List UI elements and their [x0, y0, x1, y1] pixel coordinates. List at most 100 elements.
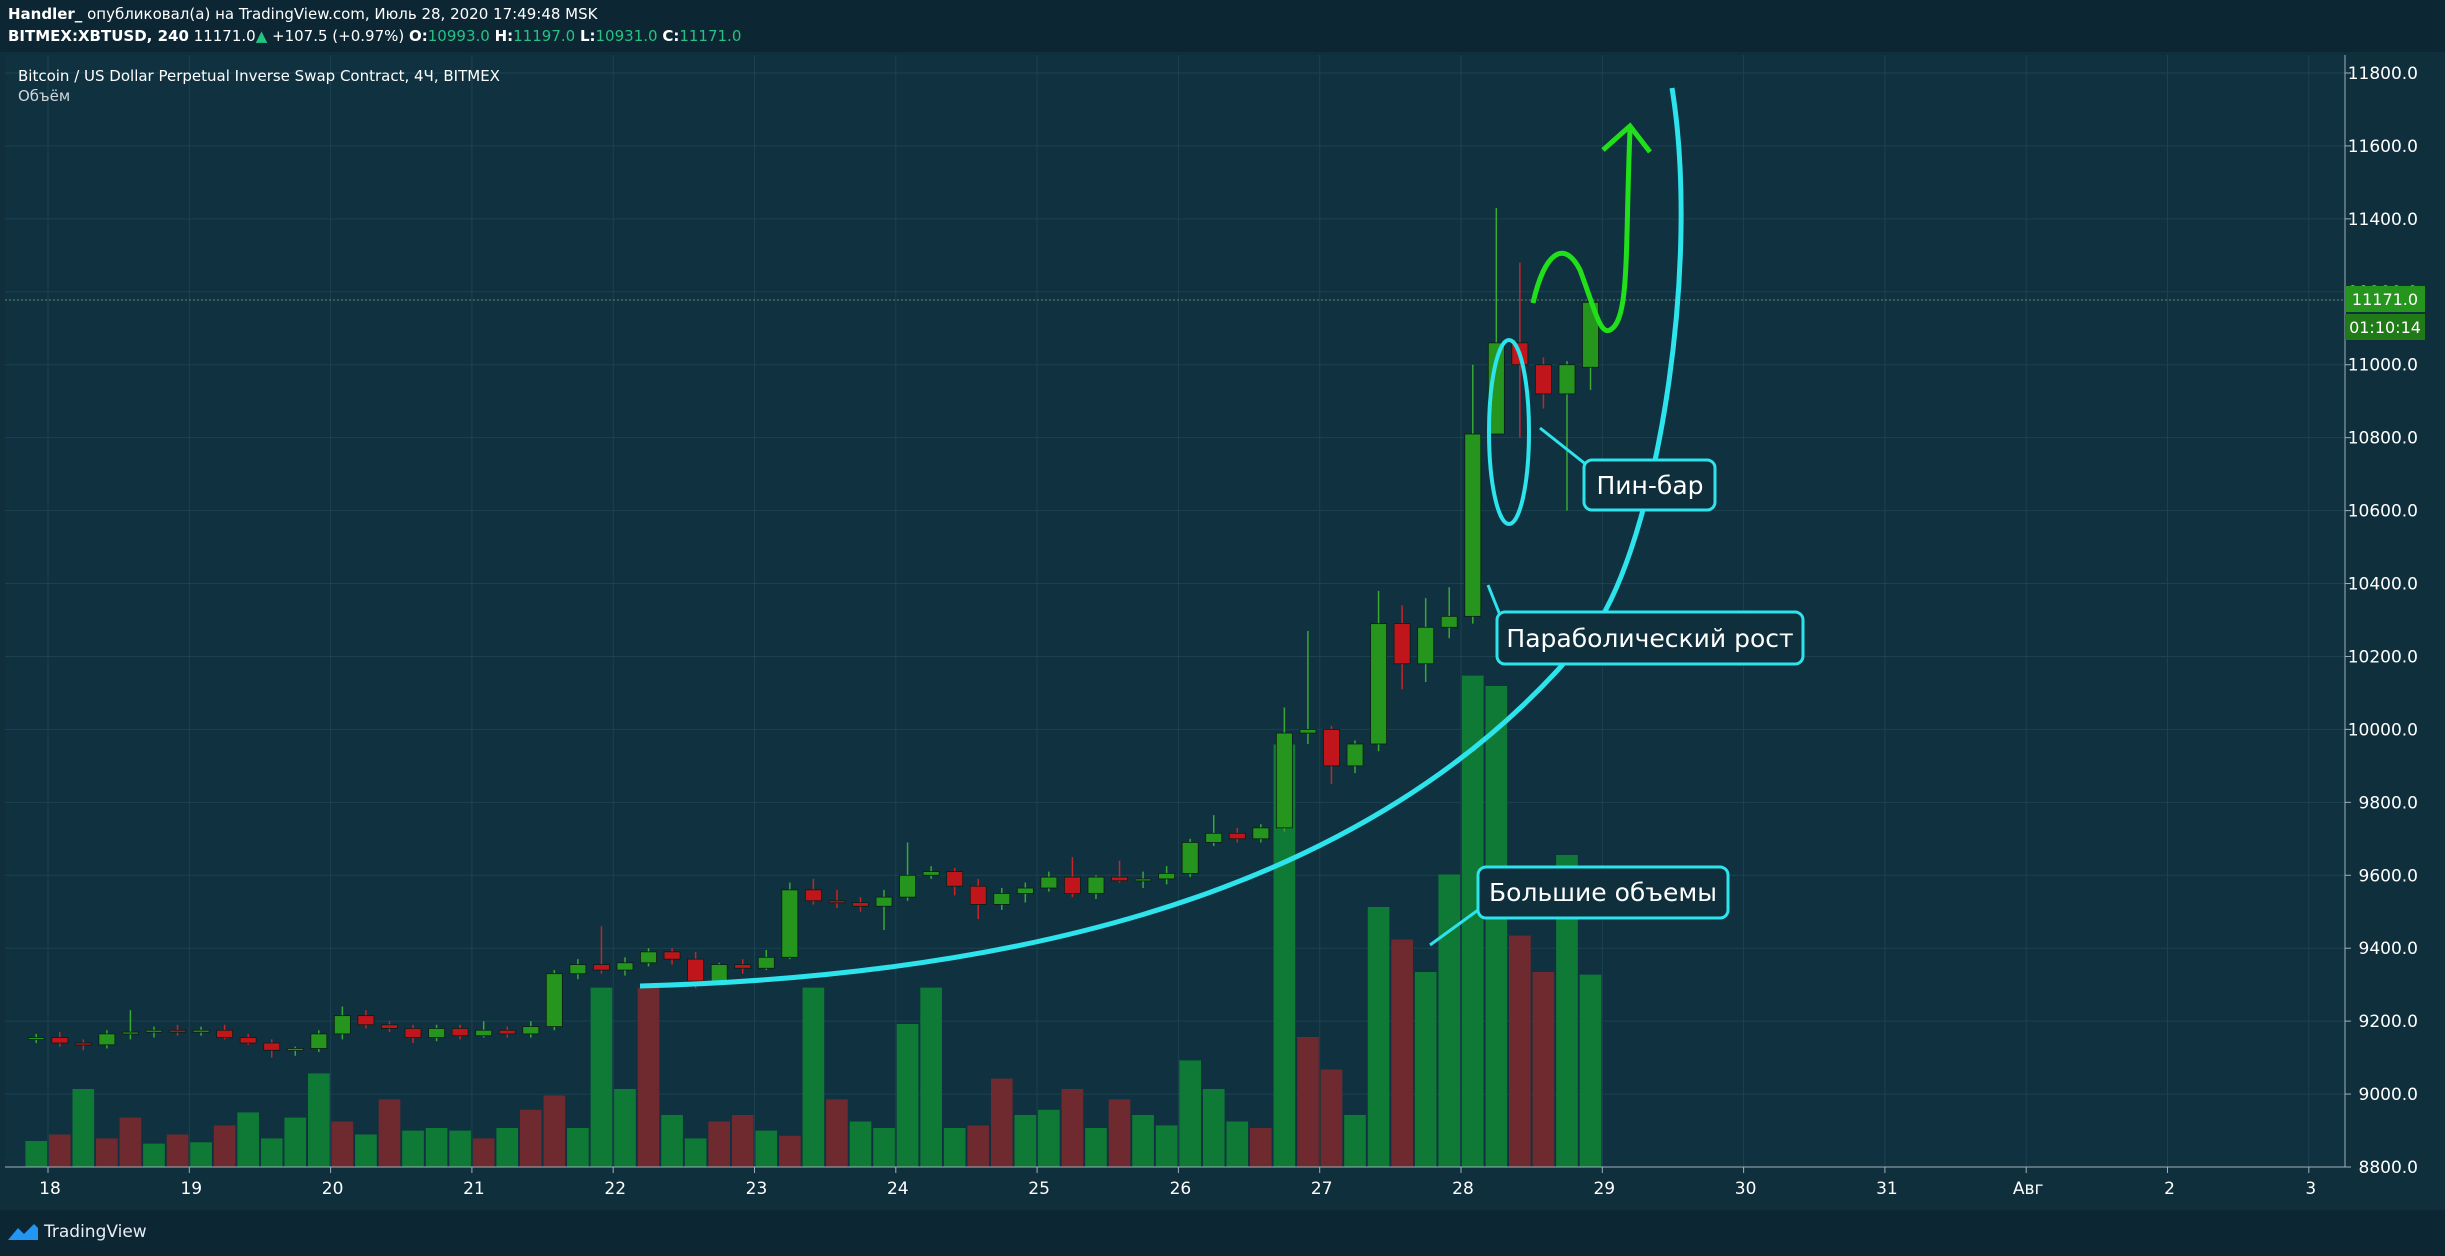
price-change: +107.5 (+0.97%) — [272, 27, 405, 45]
volume-bar — [166, 1134, 189, 1167]
price-tick-label: 11600.0 — [2348, 137, 2418, 157]
volume-bar — [237, 1112, 260, 1167]
volume-bar — [1061, 1089, 1084, 1167]
price-tick-label: 11400.0 — [2348, 210, 2418, 230]
parabolic-pointer — [1486, 584, 1502, 616]
time-tick-label: 29 — [1593, 1179, 1615, 1199]
candle-body — [1323, 729, 1340, 767]
volume-bar — [990, 1078, 1013, 1167]
open-label: O: — [409, 27, 428, 45]
candle-body — [27, 1037, 45, 1040]
instrument-legend: Bitcoin / US Dollar Perpetual Inverse Sw… — [18, 67, 500, 85]
price-tick-label: 10000.0 — [2348, 720, 2418, 740]
candle-body — [1252, 827, 1270, 840]
close-value: 11171.0 — [679, 27, 742, 45]
volume-bar — [496, 1128, 519, 1167]
volume-bar — [661, 1115, 683, 1167]
price-tick-label: 10400.0 — [2348, 575, 2418, 595]
volume-bar — [1556, 855, 1578, 1167]
candle-body — [946, 871, 964, 887]
candle-body — [169, 1029, 186, 1033]
candle-body — [899, 874, 916, 898]
candle-body — [828, 900, 846, 904]
time-tick-label: 21 — [463, 1179, 485, 1199]
candle-body — [1134, 878, 1152, 882]
volume-bar — [731, 1115, 754, 1167]
price-chart[interactable]: Пин-бар Параболический рост Большие объе… — [0, 0, 2445, 1210]
volume-bar — [967, 1125, 990, 1167]
last-price-badge-text: 11171.0 — [2352, 290, 2418, 309]
close-label: C: — [662, 27, 680, 45]
time-tick-label: 30 — [1735, 1179, 1757, 1199]
candle-body — [593, 964, 610, 971]
time-tick-label: Авг — [2013, 1179, 2044, 1199]
candle-body — [263, 1042, 281, 1051]
volume-bar — [472, 1138, 495, 1167]
candle-body — [969, 885, 987, 905]
candle-body — [475, 1029, 493, 1037]
price-tick-label: 9400.0 — [2359, 939, 2418, 959]
candle-body — [192, 1029, 210, 1033]
candle-body — [875, 896, 893, 907]
candle-body — [1040, 876, 1058, 889]
candle-body — [1464, 433, 1482, 617]
volume-bar — [778, 1135, 801, 1167]
volume-bar — [873, 1128, 895, 1167]
countdown-badge-text: 01:10:14 — [2349, 318, 2421, 337]
time-tick-label: 26 — [1170, 1179, 1192, 1199]
candle-body — [1111, 876, 1128, 882]
candle-body — [122, 1031, 139, 1035]
candle-body — [1181, 842, 1199, 874]
tradingview-logo[interactable]: TradingView — [8, 1222, 147, 1242]
candle-body — [310, 1033, 328, 1049]
volume-bar — [307, 1073, 330, 1167]
volume-bar — [1108, 1099, 1131, 1167]
volume-bar — [1226, 1121, 1249, 1167]
tradingview-brand: TradingView — [44, 1222, 147, 1242]
volume-bar — [1438, 874, 1461, 1167]
candle-body — [687, 958, 705, 982]
low-value: 10931.0 — [595, 27, 658, 45]
time-tick-label: 24 — [887, 1179, 909, 1199]
price-tick-label: 10600.0 — [2348, 502, 2418, 522]
volume-bar — [25, 1141, 48, 1167]
candle-body — [498, 1029, 516, 1035]
price-tick-label: 10800.0 — [2348, 429, 2418, 449]
candle-body — [1299, 729, 1317, 734]
time-axis[interactable]: 18 19 20 21 22 23 24 25 26 27 28 29 30 31 Авг 2 3 — [5, 1166, 2345, 1199]
candle-body — [381, 1024, 398, 1029]
volume-bar — [1414, 972, 1437, 1167]
ohlc-line: BITMEX:XBTUSD, 240 11171.0▲ +107.5 (+0.9… — [8, 27, 741, 45]
price-axis[interactable]: 8800.0 9000.0 9200.0 9400.0 9600.0 9800.0 1000… — [2344, 55, 2445, 1187]
candle-body — [239, 1037, 257, 1044]
volume-bar — [896, 1024, 919, 1167]
volume-label: Большие объемы — [1489, 878, 1717, 907]
candle-body — [1417, 626, 1435, 665]
candle-body — [710, 964, 728, 982]
volume-bar — [425, 1128, 448, 1167]
volume-bar — [590, 987, 613, 1167]
pin-bar-pointer — [1539, 426, 1589, 468]
volume-bar — [614, 1089, 636, 1167]
candle-body — [1205, 832, 1223, 843]
low-label: L: — [579, 27, 596, 45]
open-value: 10993.0 — [427, 27, 490, 45]
author-name[interactable]: Handler_ — [8, 5, 83, 23]
time-tick-label: 3 — [2305, 1179, 2316, 1199]
price-tick-label: 11800.0 — [2348, 64, 2418, 84]
candle-body — [804, 889, 822, 902]
volume-bar — [1038, 1109, 1060, 1167]
plot-area[interactable] — [5, 55, 2345, 1167]
volume-bar — [1320, 1069, 1343, 1167]
time-tick-label: 23 — [746, 1179, 768, 1199]
candle-body — [404, 1028, 422, 1038]
volume-bar — [402, 1130, 424, 1167]
volume-bar — [802, 987, 825, 1167]
volume-bar — [684, 1138, 707, 1167]
candle-body — [333, 1015, 351, 1035]
volume-bar — [1297, 1037, 1319, 1167]
candle-body — [1275, 732, 1293, 829]
volume-bar — [213, 1125, 236, 1167]
time-tick-label: 19 — [180, 1179, 202, 1199]
